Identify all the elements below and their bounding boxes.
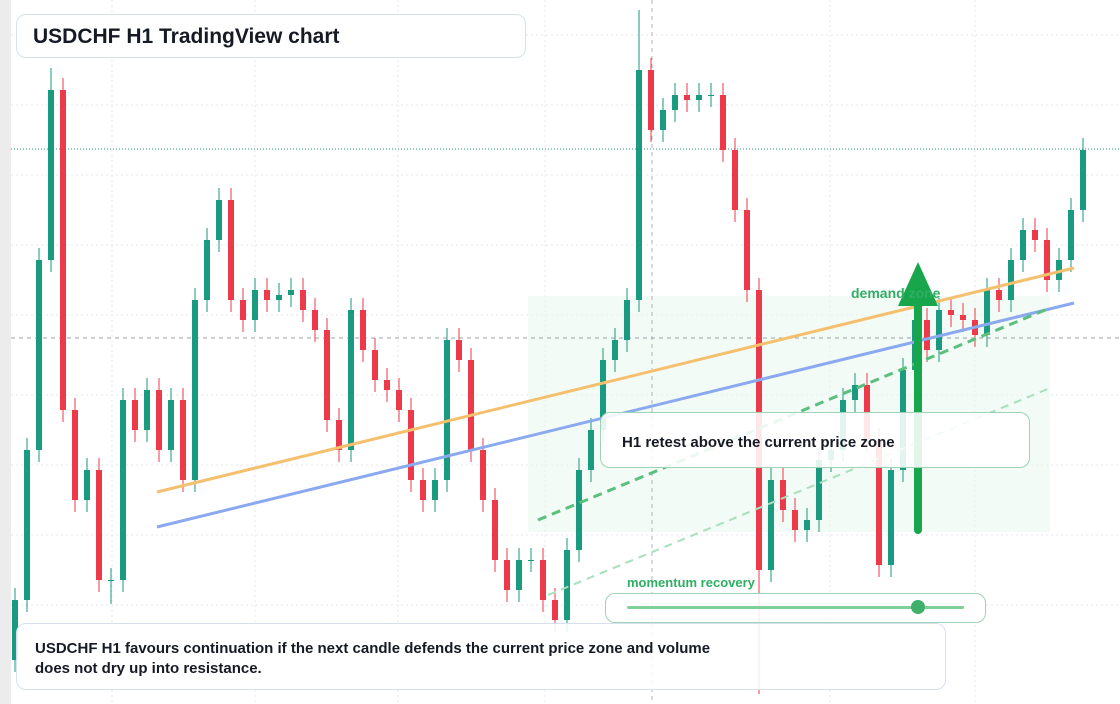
candle-body: [552, 600, 558, 620]
candle-body: [132, 400, 138, 430]
candle-body: [720, 95, 726, 150]
candle-body: [264, 290, 270, 300]
candle-body: [960, 315, 966, 320]
candle-body: [1080, 150, 1086, 210]
candle-body: [216, 200, 222, 240]
candle-body: [792, 510, 798, 530]
candle-body: [96, 470, 102, 580]
candle-body: [228, 200, 234, 300]
candle-body: [744, 210, 750, 290]
candle-body: [420, 480, 426, 500]
candle-body: [324, 330, 330, 420]
momentum-label: momentum recovery: [627, 575, 755, 590]
candle-body: [816, 460, 822, 520]
candle-body: [24, 450, 30, 600]
candle-body: [1020, 230, 1026, 260]
candle-body: [696, 95, 702, 100]
candle-body: [36, 260, 42, 450]
candle-body: [672, 95, 678, 110]
candle-body: [504, 560, 510, 590]
candle-body: [1056, 260, 1062, 280]
note-box: USDCHF H1 favours continuation if the ne…: [16, 623, 946, 690]
momentum-slider: [605, 593, 986, 623]
candle-body: [1032, 230, 1038, 240]
zone-label: demand zone: [851, 285, 941, 301]
candle-body: [48, 90, 54, 260]
candle-body: [444, 340, 450, 480]
candle-body: [588, 430, 594, 470]
candle-body: [936, 310, 942, 350]
candle-body: [60, 90, 66, 410]
candle-body: [1044, 240, 1050, 280]
candle-body: [288, 290, 294, 295]
candle-body: [192, 300, 198, 480]
candle-body: [312, 310, 318, 330]
callout-text: H1 retest above the current price zone: [622, 434, 895, 451]
candle-body: [108, 580, 114, 581]
candle-body: [1068, 210, 1074, 260]
candle-body: [600, 360, 606, 430]
left-toolbar-edge: [0, 0, 11, 704]
candle-body: [12, 600, 18, 660]
candle-body: [1008, 260, 1014, 300]
candle-body: [168, 400, 174, 450]
candle-body: [156, 390, 162, 450]
candle-body: [468, 360, 474, 450]
candle-body: [456, 340, 462, 360]
candle-body: [120, 400, 126, 580]
title-box: USDCHF H1 TradingView chart: [16, 14, 526, 58]
candle-body: [144, 390, 150, 430]
candle-body: [996, 290, 1002, 300]
candle-body: [384, 380, 390, 390]
candle-body: [876, 440, 882, 565]
candle-body: [240, 300, 246, 320]
candle-body: [564, 550, 570, 620]
candle-body: [252, 290, 258, 320]
candle-body: [924, 320, 930, 350]
candle-body: [204, 240, 210, 300]
candle-body: [984, 290, 990, 335]
candle-body: [624, 300, 630, 340]
candle-body: [804, 520, 810, 530]
candle-body: [684, 95, 690, 100]
candle-body: [768, 480, 774, 570]
candle-body: [276, 295, 282, 300]
arrow-head: [898, 262, 938, 306]
candle-body: [660, 110, 666, 130]
candle-body: [492, 500, 498, 560]
candle-body: [612, 340, 618, 360]
candle-body: [948, 310, 954, 315]
candle-body: [636, 70, 642, 300]
candle-body: [648, 70, 654, 130]
slider-track: [627, 606, 964, 609]
candle-body: [432, 480, 438, 500]
candle-body: [180, 400, 186, 480]
candle-body: [732, 150, 738, 210]
candle-body: [396, 390, 402, 410]
candle-body: [708, 95, 714, 96]
candle-body: [72, 410, 78, 500]
candle-body: [84, 470, 90, 500]
callout: H1 retest above the current price zone: [600, 412, 1030, 468]
note-text: USDCHF H1 favours continuation if the ne…: [35, 640, 711, 677]
candle-body: [360, 310, 366, 350]
candle-body: [372, 350, 378, 380]
slider-knob: [911, 600, 925, 614]
candle-body: [516, 560, 522, 590]
candles: [12, 10, 1086, 694]
candle-body: [852, 385, 858, 400]
candle-body: [408, 410, 414, 480]
candle-body: [528, 560, 534, 561]
candle-body: [576, 470, 582, 550]
candle-body: [540, 560, 546, 600]
candle-body: [336, 420, 342, 450]
candle-body: [480, 450, 486, 500]
chart-title: USDCHF H1 TradingView chart: [33, 25, 340, 48]
candle-body: [348, 310, 354, 450]
candle-body: [300, 290, 306, 310]
candle-body: [780, 480, 786, 510]
candle-body: [888, 470, 894, 565]
